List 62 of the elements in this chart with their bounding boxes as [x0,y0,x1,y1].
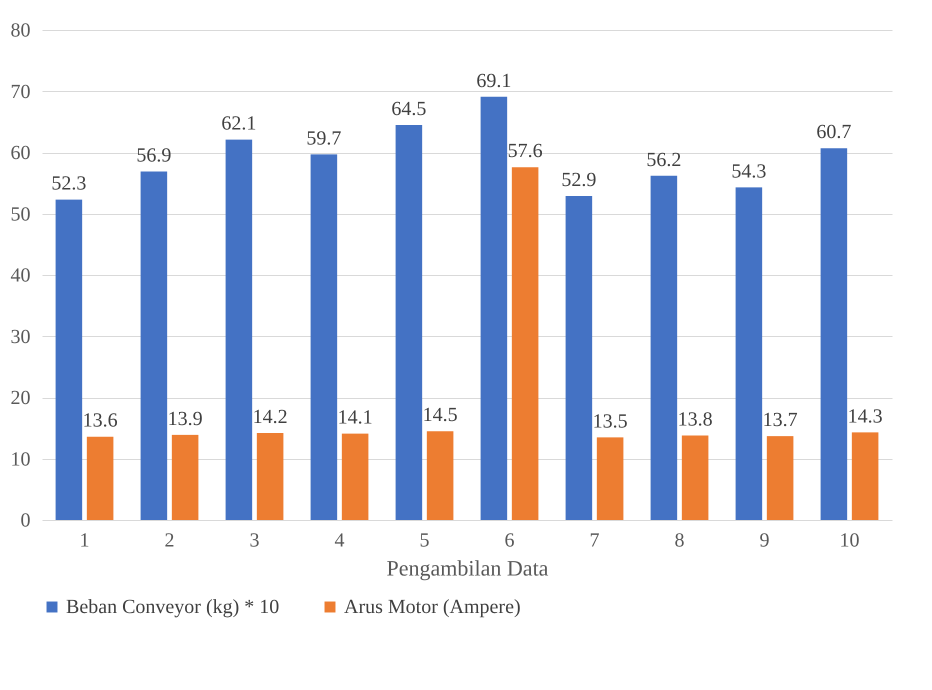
x-tick-label: 6 [504,530,514,552]
data-label: 62.1 [221,112,256,135]
x-tick-label: 1 [80,530,90,552]
bar [396,124,422,520]
bar [650,176,678,520]
data-label: 13.6 [82,410,118,432]
bar [86,436,114,520]
x-tick-label: 4 [334,530,344,552]
y-tick-label: 10 [10,448,30,470]
data-label: 14.2 [252,406,288,428]
data-label: 13.5 [592,410,628,432]
bar [480,96,508,520]
bar [140,171,168,520]
bar [426,431,454,520]
data-label: 14.3 [848,405,883,428]
bar [820,148,848,520]
bar [566,196,592,520]
data-label: 69.1 [476,70,512,92]
bar [512,167,538,520]
y-tick-label: 20 [10,387,30,409]
legend-label: Arus Motor (Ampere) [344,596,521,618]
bar [342,434,368,520]
bar [852,432,878,520]
legend-label: Beban Conveyor (kg) * 10 [66,596,280,618]
data-label: 54.3 [731,160,766,182]
y-tick-label: 80 [10,20,30,42]
y-tick-label: 40 [10,264,30,286]
y-tick-label: 70 [10,80,30,103]
data-label: 59.7 [306,127,342,150]
x-tick-label: 9 [760,530,770,552]
data-label: 52.9 [561,168,596,191]
bar [256,433,284,520]
bar [172,434,198,520]
x-axis-title: Pengambilan Data [386,556,549,580]
bar [56,200,82,520]
x-tick-label: 3 [250,530,260,552]
y-tick-label: 60 [10,142,30,164]
data-label: 56.2 [646,148,682,171]
x-tick-label: 10 [840,530,860,552]
y-tick-label: 50 [10,203,30,226]
x-tick-label: 7 [590,530,600,552]
y-tick-label: 30 [10,326,30,348]
bar [682,435,708,520]
data-label: 14.5 [422,404,458,426]
bar [226,140,252,520]
data-label: 56.9 [136,144,172,166]
y-tick-label: 0 [20,510,30,532]
data-label: 13.8 [678,408,713,430]
x-tick-label: 5 [420,530,430,552]
bar [766,436,794,520]
bar [596,437,624,520]
data-label: 52.3 [51,172,86,195]
x-tick-label: 2 [164,530,174,552]
data-label: 60.7 [816,121,852,144]
bar [310,154,338,520]
bar [736,187,762,520]
data-label: 14.1 [338,406,373,429]
data-label: 64.5 [391,98,426,120]
x-tick-label: 8 [674,530,684,552]
data-label: 13.7 [762,409,798,432]
data-label: 13.9 [168,408,203,430]
data-label: 57.6 [508,140,543,162]
